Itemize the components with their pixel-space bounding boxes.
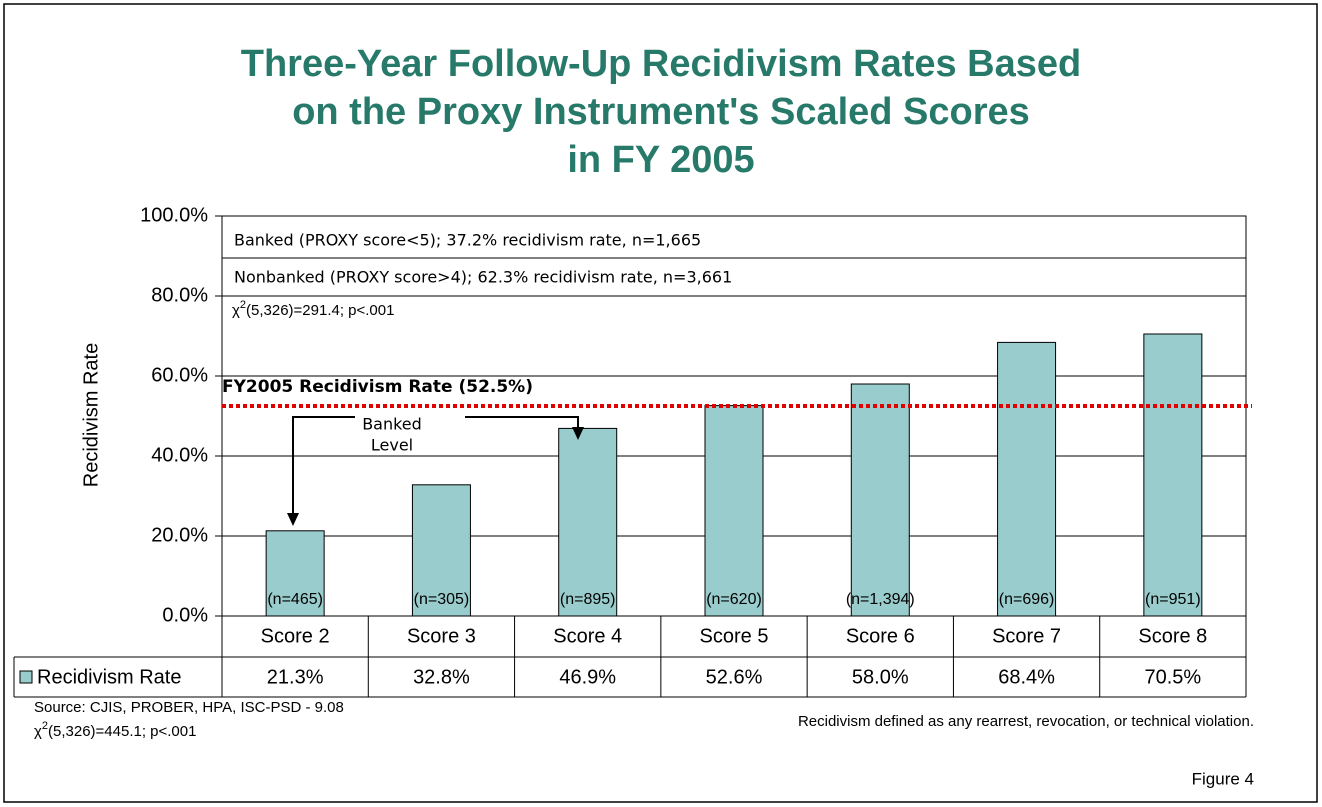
bracket-label: Level (371, 436, 413, 455)
bracket-label: Banked (362, 415, 422, 434)
chart-title: on the Proxy Instrument's Scaled Scores (292, 91, 1030, 133)
y-tick-label: 80.0% (151, 284, 208, 306)
y-axis-label: Recidivism Rate (80, 343, 102, 487)
stat-text: (5,326)=445.1; p<.001 (48, 723, 196, 740)
legend-label: Recidivism Rate (37, 666, 181, 688)
value-label: 70.5% (1144, 666, 1201, 688)
bar (997, 341, 1057, 617)
stat-symbol: χ (34, 723, 42, 740)
y-tick-label: 100.0% (140, 204, 208, 226)
n-label: (n=895) (560, 591, 616, 608)
n-label: (n=1,394) (846, 591, 915, 608)
footnote: Recidivism defined as any rearrest, revo… (798, 713, 1254, 730)
value-label: 52.6% (706, 666, 763, 688)
stat-sup: 2 (240, 299, 246, 311)
annotation: Nonbanked (PROXY score>4); 62.3% recidiv… (234, 268, 732, 287)
bar (704, 405, 764, 617)
bar (265, 530, 325, 617)
value-label: 58.0% (852, 666, 909, 688)
bar (411, 484, 471, 617)
n-label: (n=305) (414, 591, 470, 608)
y-tick-label: 60.0% (151, 364, 208, 386)
n-label: (n=951) (1145, 591, 1201, 608)
stat-text: (5,326)=291.4; p<.001 (246, 302, 394, 319)
value-label: 32.8% (413, 666, 470, 688)
x-tick-label: Score 7 (992, 625, 1061, 647)
x-tick-label: Score 6 (846, 625, 915, 647)
y-tick-label: 0.0% (162, 604, 208, 626)
annotation: Banked (PROXY score<5); 37.2% recidivism… (234, 231, 701, 250)
bracket (292, 416, 579, 515)
x-tick-label: Score 4 (553, 625, 622, 647)
arrow-head (572, 427, 584, 440)
n-label: (n=465) (267, 591, 323, 608)
source: Source: CJIS, PROBER, HPA, ISC-PSD - 9.0… (34, 699, 344, 716)
n-label: (n=696) (999, 591, 1055, 608)
stat-sup: 2 (42, 720, 48, 732)
figure-label: Figure 4 (1192, 769, 1254, 788)
value-label: 68.4% (998, 666, 1055, 688)
bar (1143, 333, 1203, 617)
stat-note: χ2(5,326)=291.4; p<.001 (232, 299, 394, 319)
x-tick-label: Score 8 (1138, 625, 1207, 647)
legend-swatch (19, 670, 33, 684)
source-stat: χ2(5,326)=445.1; p<.001 (34, 720, 196, 740)
reference-label: FY2005 Recidivism Rate (52.5%) (222, 377, 533, 397)
value-label: 46.9% (559, 666, 616, 688)
bar (850, 383, 910, 617)
chart-title: Three-Year Follow-Up Recidivism Rates Ba… (241, 43, 1082, 85)
arrow-head (287, 513, 299, 526)
x-tick-label: Score 2 (261, 625, 330, 647)
stat-symbol: χ (232, 302, 240, 319)
y-tick-label: 40.0% (151, 444, 208, 466)
n-label: (n=620) (706, 591, 762, 608)
y-tick-label: 20.0% (151, 524, 208, 546)
chart-title: in FY 2005 (567, 139, 754, 181)
x-tick-label: Score 3 (407, 625, 476, 647)
bar (558, 427, 618, 617)
value-label: 21.3% (267, 666, 324, 688)
x-tick-label: Score 5 (700, 625, 769, 647)
